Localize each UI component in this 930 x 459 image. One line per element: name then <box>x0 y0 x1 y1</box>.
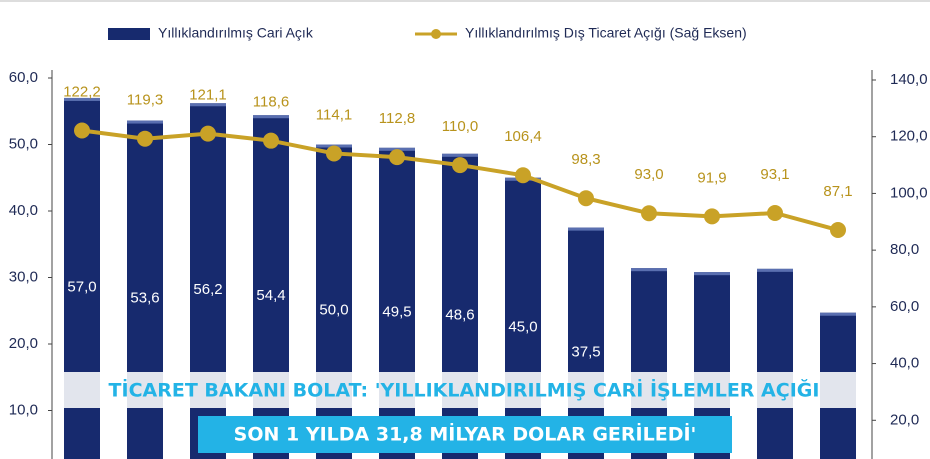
line-value-label: 91,9 <box>697 169 726 186</box>
bar-value-label: 54,4 <box>256 287 285 304</box>
bar-highlight <box>820 312 856 316</box>
headline-bg <box>198 416 732 453</box>
line-value-label: 110,0 <box>442 118 478 135</box>
bar-highlight <box>757 268 793 272</box>
line-point <box>137 130 153 147</box>
bar <box>757 268 793 459</box>
line-point <box>704 208 720 225</box>
bar-value-label: 50,0 <box>319 302 348 319</box>
line-point <box>263 132 279 149</box>
line-point <box>389 149 405 166</box>
line-value-label: 112,8 <box>379 110 415 127</box>
y2-tick-label: 20,0 <box>890 411 919 428</box>
line-value-label: 98,3 <box>571 151 600 168</box>
legend: Yıllıklandırılmış Cari Açık Yıllıklandırı… <box>108 25 747 41</box>
y2-tick-label: 80,0 <box>890 241 919 258</box>
y2-tick-label: 120,0 <box>890 128 928 145</box>
line-value-label: 106,4 <box>504 128 542 145</box>
bar-highlight <box>64 97 100 101</box>
y2-tick-label: 140,0 <box>890 71 928 88</box>
line-point <box>452 157 468 174</box>
y-tick-label: 30,0 <box>9 268 38 285</box>
y-tick-label: 10,0 <box>9 401 38 418</box>
bar <box>505 177 541 459</box>
y2-tick-label: 100,0 <box>890 184 928 201</box>
y2-tick-label: 60,0 <box>890 298 919 315</box>
y-tick-label: 60,0 <box>9 69 38 86</box>
bar <box>442 153 478 459</box>
bar-value-label: 45,0 <box>508 318 537 335</box>
legend-swatch <box>431 29 441 39</box>
bar-highlight <box>442 153 478 157</box>
line-value-label: 121,1 <box>189 87 227 104</box>
headline: TİCARET BAKANI BOLAT: 'YILLIKLANDIRILMIŞ… <box>58 372 870 453</box>
y2-tick-label: 40,0 <box>890 355 919 372</box>
legend-label: Yıllıklandırılmış Cari Açık <box>158 25 314 41</box>
headline-line: SON 1 YILDA 31,8 MİLYAR DOLAR GERİLEDİ' <box>234 422 697 446</box>
line-value-label: 93,0 <box>634 166 663 183</box>
line-value-label: 122,2 <box>63 83 101 100</box>
line-point <box>641 205 657 222</box>
line-value-label: 93,1 <box>760 166 789 183</box>
bar-value-label: 56,2 <box>193 281 222 298</box>
line-value-label: 119,3 <box>127 92 163 109</box>
line-value-label: 87,1 <box>823 183 852 200</box>
headline-line: TİCARET BAKANI BOLAT: 'YILLIKLANDIRILMIŞ… <box>109 378 820 402</box>
bar-value-label: 49,5 <box>382 303 411 320</box>
bar-value-label: 53,6 <box>130 290 159 307</box>
line-point <box>326 145 342 162</box>
bar-highlight <box>190 103 226 107</box>
line-point <box>74 122 90 139</box>
line-point <box>767 204 783 221</box>
headline-bg <box>58 372 870 408</box>
line-point <box>578 190 594 207</box>
bar-value-label: 57,0 <box>67 278 96 295</box>
line-point <box>200 125 216 142</box>
bar-highlight <box>127 120 163 124</box>
line-value-label: 118,6 <box>253 94 289 111</box>
legend-swatch <box>108 28 150 40</box>
bar-highlight <box>631 268 667 272</box>
legend-label: Yıllıklandırılmış Dış Ticaret Açığı (Sağ… <box>465 25 747 41</box>
line-point <box>830 222 846 239</box>
y-tick-label: 50,0 <box>9 135 38 152</box>
y-tick-label: 20,0 <box>9 335 38 352</box>
bar-highlight <box>568 227 604 231</box>
line-value-label: 114,1 <box>316 106 352 123</box>
bar-highlight <box>253 115 289 119</box>
y-tick-label: 40,0 <box>9 202 38 219</box>
bar-value-label: 48,6 <box>445 306 474 323</box>
bar-highlight <box>694 272 730 276</box>
bar-value-label: 37,5 <box>571 343 600 360</box>
line-point <box>515 167 531 184</box>
